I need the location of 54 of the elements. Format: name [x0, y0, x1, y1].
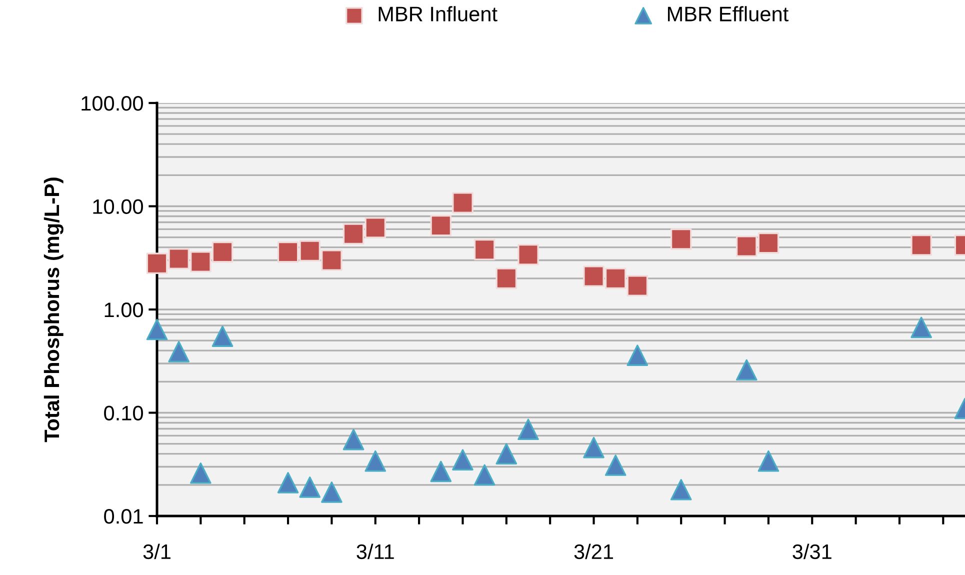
point — [212, 326, 234, 347]
point — [474, 464, 496, 486]
x-tick-label: 3/1 — [143, 544, 170, 560]
point — [190, 462, 212, 484]
point — [474, 238, 496, 260]
point — [583, 436, 604, 458]
point — [758, 450, 780, 472]
point — [604, 268, 626, 290]
point — [758, 232, 780, 254]
point — [321, 482, 342, 503]
point — [518, 244, 539, 266]
legend-label: MBR Effluent — [668, 6, 788, 22]
point — [496, 443, 518, 464]
point — [342, 223, 364, 245]
y-tick-label: 10.00 — [93, 199, 143, 214]
point — [321, 250, 342, 271]
y-tick-label: 0.10 — [104, 406, 143, 421]
x-tick-label: 3/11 — [356, 544, 394, 560]
point — [430, 214, 452, 236]
point — [626, 275, 648, 296]
point — [168, 248, 190, 270]
y-axis-title: Total Phosphorus (mg/L-P) — [44, 178, 64, 442]
point — [452, 449, 474, 470]
y-tick-label: 100.00 — [82, 96, 143, 111]
point — [910, 234, 932, 256]
y-tick-label: 1.00 — [104, 302, 143, 318]
point — [146, 318, 168, 340]
point — [364, 450, 386, 472]
point — [277, 241, 299, 263]
point — [299, 240, 321, 262]
point — [299, 476, 321, 498]
point — [496, 268, 518, 290]
point — [364, 217, 386, 238]
point — [212, 241, 234, 263]
point — [518, 418, 539, 440]
point — [583, 266, 604, 287]
x-tick-label: 3/31 — [792, 544, 832, 560]
point — [670, 228, 692, 250]
point — [910, 316, 932, 338]
point — [146, 252, 168, 274]
point — [190, 251, 212, 272]
point — [452, 192, 474, 214]
y-tick-label: 0.01 — [104, 509, 143, 524]
point — [430, 460, 452, 482]
point — [342, 428, 364, 450]
point — [736, 359, 758, 381]
point — [736, 236, 758, 257]
x-tick-label: 3/21 — [574, 544, 614, 560]
point — [277, 472, 299, 494]
point — [670, 478, 692, 500]
point — [168, 341, 190, 362]
point — [626, 344, 648, 366]
legend-label: MBR Influent — [378, 6, 498, 22]
point — [604, 454, 626, 476]
